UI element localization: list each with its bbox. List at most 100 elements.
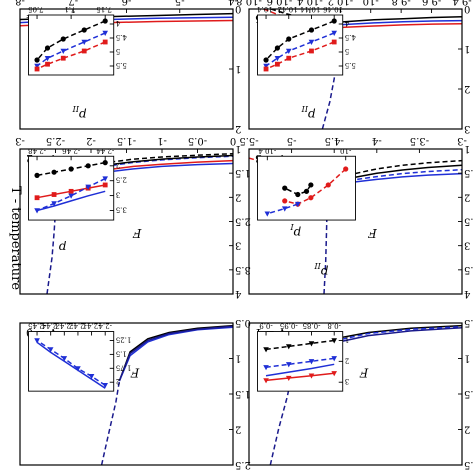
- panel-4-inset-y-tick-label-1: 1.5: [116, 349, 127, 357]
- panel-0-inset-x-tick-label-0: -7.05: [28, 5, 46, 13]
- panel-0-inset-series-0-point-1: [81, 27, 87, 33]
- panel-1-x-tick-label-1: -10.6: [267, 0, 293, 6]
- panel-3-y-tick-label-3: 2.5: [464, 216, 474, 227]
- panel-2-inset-y-tick-label-3: 3.5: [116, 205, 127, 213]
- panel-0-inset-series-0-point-0: [102, 18, 108, 24]
- panel-1-inset-series-0-point-4: [263, 57, 269, 63]
- panel-0-y-tick-label-1: 1: [235, 63, 241, 74]
- panel-3-region-1-label: F: [368, 226, 378, 240]
- panel-3-inset-x-tick-label-1: -10: [340, 146, 351, 154]
- panel-1-inset-x-tick-label-1: -10.42: [278, 5, 300, 13]
- panel-4-inset-x-tick-label-4: -2.41: [83, 322, 101, 330]
- panel-1-inset-series-2-point-1: [309, 48, 314, 54]
- panel-3-y-tick-label-2: 2: [464, 191, 470, 202]
- panel-1-x-tick-label-2: -10.4: [297, 0, 323, 6]
- panel-3-inset-series-0-point-4: [282, 198, 288, 204]
- panel-2-x-tick-label-5: -0.5: [188, 135, 207, 146]
- panel-3-x-tick-label-3: -4: [372, 135, 382, 146]
- panel-1-inset: -10.4 -10.42 -10.44 -10.46 4 4.5 5 5.5: [257, 5, 356, 76]
- panel-1: -10.8-10.6-10.4-10.2-10-9.8-9.6-9.40123V…: [236, 0, 471, 134]
- panel-4-inset-series-0-point-1: [88, 374, 95, 380]
- panel-3-y-tick-label-5: 3.5: [464, 264, 474, 275]
- panel-2-inset-y-tick-label-1: 2.5: [116, 176, 127, 184]
- panel-5-inset-x-tick-label-0: -0.9: [259, 322, 273, 330]
- panel-5-inset-series-2-point-1: [308, 373, 315, 379]
- panel-2-y-tick-label-1: 1.5: [235, 167, 251, 178]
- panel-5-region-0-label: F: [359, 365, 369, 379]
- panel-3-inset-series-2-point-2: [264, 211, 271, 217]
- panel-3-y-tick-label-1: 1.5: [464, 167, 474, 178]
- panel-2-inset-series-0-point-0: [102, 160, 108, 166]
- panel-5-inset-series-1-line: [265, 357, 335, 369]
- panel-2-inset-series-1-point-4: [34, 195, 40, 201]
- panel-5-y-tick-label-1: 1: [464, 353, 470, 364]
- panel-3-inset-series-0-point-0: [343, 166, 349, 172]
- panel-1-inset-series-0-point-0: [331, 18, 337, 24]
- panel-0-inset-series-2-point-3: [45, 61, 50, 67]
- panel-5-inset-x-tick-label-1: -0.95: [280, 322, 298, 330]
- panel-4-inset-x-tick-label-1: -2.44: [41, 322, 59, 330]
- panel-5-inset-x-tick-label-2: -0.85: [303, 322, 321, 330]
- panel-3-inset-series-2-point-1: [281, 206, 288, 212]
- panel-4-series-3-line: [118, 325, 233, 382]
- panel-0-inset-y-tick-label-0: 4: [115, 19, 120, 27]
- panel-3-inset-series-1-point-3: [282, 185, 288, 191]
- panel-5-inset-series-2-point-0: [331, 371, 337, 377]
- panel-4-inset-series-0-point-0: [102, 382, 108, 389]
- panel-4-inset: -2.45-2.44-2.43-2.42-2.41-2.4 1.25 1.5 1.75…: [28, 322, 131, 392]
- panel-5-inset-series-1-point-0: [331, 356, 337, 362]
- panel-4-y-tick-label-0: 0.5: [235, 317, 251, 328]
- panel-5-y-tick-label-2: 1.5: [464, 388, 474, 399]
- panel-3-x-tick-label-4: -3.5: [410, 135, 429, 146]
- panel-0-inset-series-2-point-2: [60, 55, 66, 61]
- panel-3-x-tick-label-1: -5: [287, 135, 297, 146]
- panel-4-inset-series-0-point-5: [34, 338, 40, 344]
- panel-0-inset-series-1-point-0: [102, 30, 108, 36]
- panel-4-inset-x-tick-label-5: -2.4: [98, 322, 112, 330]
- panel-4-y-tick-label-1: 1: [235, 353, 241, 364]
- panel-1-inset-x-tick-label-3: -10.46: [322, 5, 345, 13]
- panel-1-inset-series-2-point-4: [263, 66, 269, 72]
- panel-0-y-tick-label-2: 2: [235, 123, 241, 134]
- panel-5-inset-series-1-point-1: [308, 359, 315, 365]
- panel-2-inset: -2.48 -2.46 -2.442 2.5 3 3.5: [28, 146, 127, 221]
- panel-1-y-tick-label-0: 0: [464, 3, 470, 14]
- panel-0-inset-series-1-point-4: [34, 63, 40, 69]
- panel-1-inset-y-tick-label-1: 4.5: [345, 33, 356, 41]
- y-axis-label: T - temperature: [8, 186, 23, 290]
- panel-2-inset-x-tick-label-2: -2.44: [96, 146, 114, 154]
- panel-1-inset-y-tick-label-3: 5.5: [345, 61, 356, 69]
- panel-1-x-tick-label-6: -9.6: [422, 0, 441, 6]
- panel-3-inset-series-1-line: [284, 184, 312, 196]
- panel-2-inset-series-1-point-0: [102, 182, 108, 188]
- panel-2-y-tick-label-4: 3: [235, 240, 241, 251]
- panel-4-inset-series-0-point-3: [61, 356, 68, 362]
- panel-4-inset-series-0-point-4: [47, 347, 54, 353]
- panel-2-inset-series-2-line: [36, 177, 106, 212]
- panel-3-series-3-line: [325, 159, 462, 186]
- panel-0-y-tick-label-0: 0: [235, 3, 241, 14]
- panel-5-inset-y-tick-label-1: 2: [345, 356, 349, 364]
- panel-3-inset-series-0-point-2: [308, 195, 314, 201]
- panel-1-inset-series-2-point-3: [275, 61, 280, 67]
- panel-2-inset-series-1-point-2: [68, 188, 74, 194]
- panel-2-inset-y-tick-label-0: 2: [116, 161, 120, 169]
- panel-5-inset-series-1-point-2: [285, 362, 292, 368]
- panel-0-inset-y-tick-label-1: 4.5: [116, 33, 127, 41]
- panel-3-region-0-label: pI: [290, 222, 302, 240]
- panel-0-inset-frame: [28, 14, 115, 76]
- panel-3-inset-series-2-point-0: [295, 201, 301, 208]
- panel-2-inset-x-tick-label-1: -2.46: [62, 146, 80, 154]
- panel-3-inset-series-1-point-2: [295, 191, 301, 198]
- panel-4-inset-x-tick-label-3: -2.42: [69, 322, 87, 330]
- panel-1-x-tick-label-7: -9.4: [452, 0, 471, 6]
- panel-1-inset-series-1-point-0: [331, 30, 337, 36]
- panel-1-frame: [248, 8, 463, 130]
- panel-3-x-tick-label-5: -3: [457, 135, 467, 146]
- panel-5-inset-frame: [257, 331, 344, 392]
- panel-5-y-tick-label-3: 2: [464, 424, 470, 435]
- panel-2-inset-y-tick-label-2: 3: [116, 191, 120, 199]
- panel-0-x-tick-label-3: -5: [175, 0, 185, 6]
- panel-1-inset-x-tick-label-0: -10.4: [257, 5, 275, 13]
